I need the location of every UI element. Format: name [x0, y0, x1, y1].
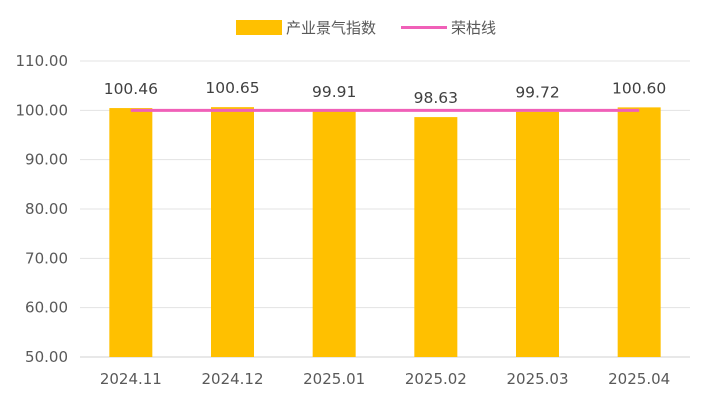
data-label-2024.11: 100.46	[104, 80, 158, 98]
bar-2025.01	[312, 110, 356, 357]
x-axis-tick-labels: 2024.11 2024.12 2025.01 2025.02 2025.03 2025.…	[100, 370, 670, 388]
legend-label-index: 产业景气指数	[286, 19, 376, 37]
data-labels: 100.46 100.65 99.91 98.63 99.72 100.60	[104, 79, 667, 107]
y-tick-label: 70.00	[25, 249, 68, 267]
bar-2024.12	[211, 107, 254, 357]
data-label-2025.02: 98.63	[414, 89, 458, 107]
data-label-2025.04: 100.60	[612, 79, 666, 97]
bar-2025.03	[516, 111, 559, 358]
y-tick-label: 90.00	[25, 151, 68, 169]
legend-swatch-index	[236, 20, 282, 35]
data-label-2025.03: 99.72	[515, 84, 559, 102]
y-tick-label: 60.00	[25, 299, 68, 317]
bars	[109, 107, 661, 358]
legend-label-boom-bust-line: 荣枯线	[451, 19, 496, 37]
x-tick-label: 2025.03	[506, 370, 568, 388]
y-tick-label: 110.00	[16, 52, 69, 70]
bar-2025.02	[414, 117, 458, 357]
data-label-2024.12: 100.65	[205, 79, 259, 97]
x-tick-label: 2025.02	[405, 370, 467, 388]
bar-2024.11	[109, 108, 153, 358]
bar-2025.04	[617, 107, 661, 357]
x-tick-label: 2024.12	[201, 370, 263, 388]
x-tick-label: 2025.01	[303, 370, 365, 388]
y-tick-label: 50.00	[25, 348, 68, 366]
y-tick-label: 80.00	[25, 200, 68, 218]
data-label-2025.01: 99.91	[312, 83, 356, 101]
legend: 产业景气指数 荣枯线	[236, 19, 496, 37]
x-tick-label: 2024.11	[100, 370, 162, 388]
y-axis-tick-labels: 50.00 60.00 70.00 80.00 90.00 100.00 110.00	[16, 52, 69, 366]
x-tick-label: 2025.04	[608, 370, 670, 388]
y-tick-label: 100.00	[16, 101, 69, 119]
gridlines	[80, 60, 690, 358]
